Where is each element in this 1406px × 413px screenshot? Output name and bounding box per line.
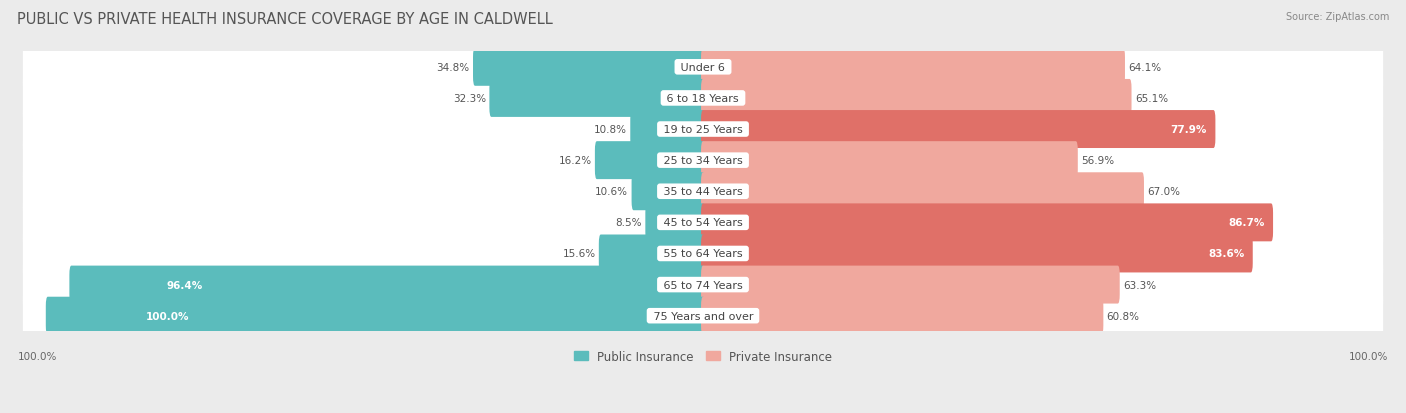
FancyBboxPatch shape: [702, 80, 1132, 118]
Text: 96.4%: 96.4%: [166, 280, 202, 290]
FancyBboxPatch shape: [69, 266, 704, 304]
FancyBboxPatch shape: [46, 297, 704, 335]
FancyBboxPatch shape: [702, 173, 1144, 211]
FancyBboxPatch shape: [22, 184, 1384, 261]
Text: 100.0%: 100.0%: [1348, 351, 1388, 362]
Text: 15.6%: 15.6%: [562, 249, 596, 259]
Text: 83.6%: 83.6%: [1208, 249, 1244, 259]
Text: PUBLIC VS PRIVATE HEALTH INSURANCE COVERAGE BY AGE IN CALDWELL: PUBLIC VS PRIVATE HEALTH INSURANCE COVER…: [17, 12, 553, 27]
FancyBboxPatch shape: [630, 111, 704, 149]
FancyBboxPatch shape: [702, 235, 1253, 273]
Text: 65 to 74 Years: 65 to 74 Years: [659, 280, 747, 290]
FancyBboxPatch shape: [22, 215, 1384, 292]
FancyBboxPatch shape: [631, 173, 704, 211]
FancyBboxPatch shape: [595, 142, 704, 180]
Text: 16.2%: 16.2%: [558, 156, 592, 166]
Text: 64.1%: 64.1%: [1128, 63, 1161, 73]
Text: Under 6: Under 6: [678, 63, 728, 73]
FancyBboxPatch shape: [702, 297, 1104, 335]
FancyBboxPatch shape: [22, 247, 1384, 323]
Text: 45 to 54 Years: 45 to 54 Years: [659, 218, 747, 228]
FancyBboxPatch shape: [702, 266, 1119, 304]
FancyBboxPatch shape: [22, 29, 1384, 106]
Text: 100.0%: 100.0%: [146, 311, 190, 321]
Text: 55 to 64 Years: 55 to 64 Years: [659, 249, 747, 259]
FancyBboxPatch shape: [702, 204, 1272, 242]
Text: 63.3%: 63.3%: [1123, 280, 1156, 290]
FancyBboxPatch shape: [702, 111, 1215, 149]
Text: 25 to 34 Years: 25 to 34 Years: [659, 156, 747, 166]
Text: 10.8%: 10.8%: [593, 125, 627, 135]
FancyBboxPatch shape: [22, 91, 1384, 168]
FancyBboxPatch shape: [489, 80, 704, 118]
Text: Source: ZipAtlas.com: Source: ZipAtlas.com: [1285, 12, 1389, 22]
FancyBboxPatch shape: [22, 153, 1384, 230]
Text: 100.0%: 100.0%: [18, 351, 58, 362]
Text: 8.5%: 8.5%: [616, 218, 643, 228]
FancyBboxPatch shape: [22, 278, 1384, 354]
Text: 32.3%: 32.3%: [453, 94, 486, 104]
FancyBboxPatch shape: [472, 49, 704, 87]
Text: 60.8%: 60.8%: [1107, 311, 1140, 321]
FancyBboxPatch shape: [702, 142, 1078, 180]
Text: 67.0%: 67.0%: [1147, 187, 1180, 197]
FancyBboxPatch shape: [599, 235, 704, 273]
FancyBboxPatch shape: [702, 49, 1125, 87]
Text: 75 Years and over: 75 Years and over: [650, 311, 756, 321]
Text: 6 to 18 Years: 6 to 18 Years: [664, 94, 742, 104]
Text: 86.7%: 86.7%: [1229, 218, 1264, 228]
Text: 34.8%: 34.8%: [437, 63, 470, 73]
Text: 10.6%: 10.6%: [595, 187, 628, 197]
Text: 77.9%: 77.9%: [1171, 125, 1206, 135]
Text: 19 to 25 Years: 19 to 25 Years: [659, 125, 747, 135]
Legend: Public Insurance, Private Insurance: Public Insurance, Private Insurance: [569, 345, 837, 368]
FancyBboxPatch shape: [22, 60, 1384, 137]
FancyBboxPatch shape: [645, 204, 704, 242]
Text: 65.1%: 65.1%: [1135, 94, 1168, 104]
Text: 56.9%: 56.9%: [1081, 156, 1114, 166]
Text: 35 to 44 Years: 35 to 44 Years: [659, 187, 747, 197]
FancyBboxPatch shape: [22, 122, 1384, 199]
